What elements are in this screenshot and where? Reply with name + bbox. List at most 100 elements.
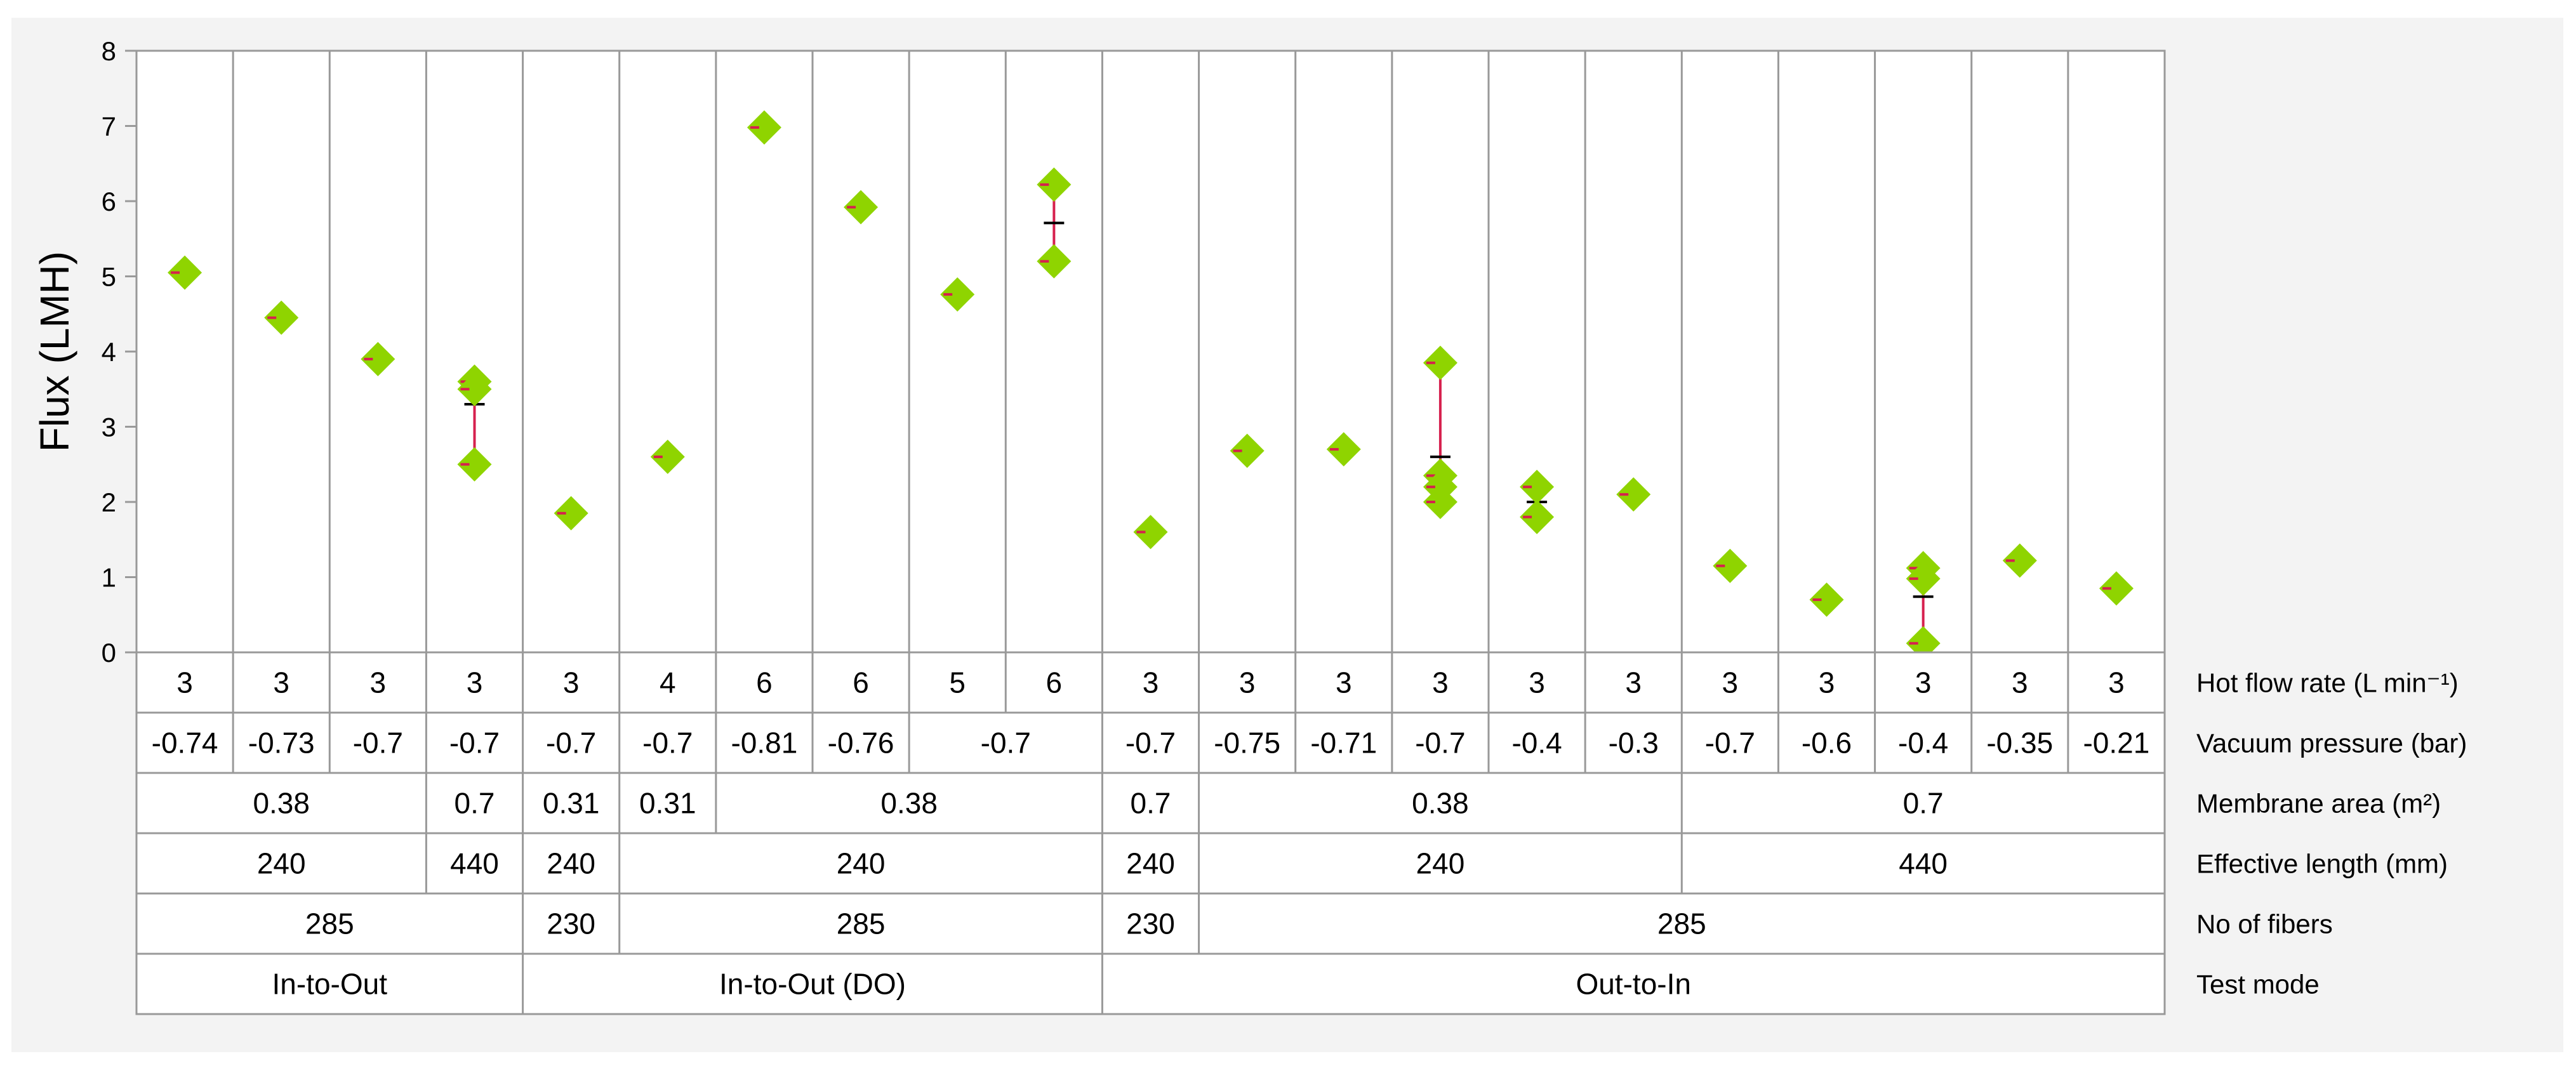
- data-point: [1616, 477, 1651, 512]
- factor-row: [135, 953, 2166, 1015]
- factor-cell-value: 3: [467, 666, 483, 699]
- y-tick-label: 6: [102, 187, 116, 216]
- factor-row: [135, 892, 2166, 955]
- factor-cell-value: -0.7: [449, 727, 500, 760]
- factor-cell-value: -0.4: [1511, 727, 1562, 760]
- y-tick-label: 2: [102, 487, 116, 517]
- factor-row-label: Effective length (mm): [2196, 849, 2448, 879]
- factor-cell-value: Out-to-In: [1576, 968, 1691, 1001]
- factor-row: [135, 772, 2166, 834]
- factor-cell-value: -0.7: [981, 727, 1031, 760]
- row-label-background: [2177, 775, 2457, 831]
- factor-cell-value: 230: [1126, 907, 1175, 940]
- factor-cell-value: In-to-Out: [272, 968, 388, 1001]
- factor-cell-value: In-to-Out (DO): [719, 968, 906, 1001]
- factor-row-label: No of fibers: [2196, 909, 2333, 939]
- factor-cell-value: 440: [1899, 847, 1948, 880]
- factor-cell-value: 6: [853, 666, 869, 699]
- data-point: [1809, 583, 1844, 617]
- factor-cell-value: 0.31: [543, 787, 600, 820]
- data-point: [1520, 470, 1555, 504]
- data-point: [1230, 433, 1265, 468]
- column-separators: [232, 51, 2069, 652]
- data-point: [1133, 515, 1168, 550]
- factor-row-labels: Hot flow rate (L min⁻¹) Vacuum pressure (…: [2177, 654, 2467, 1012]
- factor-cell-value: 6: [756, 666, 773, 699]
- factor-cell-value: 0.7: [1903, 787, 1944, 820]
- factor-cell-value: 285: [305, 907, 354, 940]
- row-label-background: [2177, 895, 2457, 952]
- factor-cell-value: -0.74: [152, 727, 218, 760]
- factor-cell-value: 3: [1915, 666, 1932, 699]
- factor-cell-value: -0.6: [1802, 727, 1852, 760]
- factor-cell-value: -0.75: [1214, 727, 1280, 760]
- factor-cell-value: 3: [1432, 666, 1449, 699]
- factor-cell-value: -0.4: [1898, 727, 1948, 760]
- factor-cell-value: 0.38: [1412, 787, 1469, 820]
- data-point: [554, 496, 588, 531]
- factor-cell-value: 3: [1625, 666, 1642, 699]
- factor-row: [135, 711, 2166, 774]
- factor-cell-value: 0.7: [1131, 787, 1171, 820]
- factor-cell-value: 230: [547, 907, 595, 940]
- factor-cell-value: 3: [2012, 666, 2028, 699]
- y-axis: 0 1 2 3 4 5 6 7 8: [102, 36, 136, 668]
- factor-cell-value: 3: [1239, 666, 1256, 699]
- factor-cell-value: 0.38: [880, 787, 938, 820]
- y-tick-label: 3: [102, 412, 116, 442]
- factor-cell-value: 3: [1336, 666, 1352, 699]
- factor-cell-value: 3: [1819, 666, 1835, 699]
- data-point: [2099, 571, 2134, 606]
- factor-row: [135, 832, 2166, 895]
- data-point: [1037, 244, 1072, 279]
- y-tick-label: 0: [102, 638, 116, 668]
- factor-row: [135, 651, 2166, 714]
- factor-row-label: Vacuum pressure (bar): [2196, 728, 2467, 758]
- data-point: [1423, 345, 1457, 380]
- factor-cell-value: 3: [273, 666, 289, 699]
- factor-cell-value: 3: [2108, 666, 2125, 699]
- y-tick-label: 4: [102, 337, 116, 367]
- data-point: [1326, 432, 1361, 467]
- factor-cell-value: 0.38: [253, 787, 310, 820]
- factor-cell-value: 3: [370, 666, 387, 699]
- factor-cell-value: -0.7: [642, 727, 693, 760]
- y-tick-label: 5: [102, 262, 116, 292]
- factor-cell-value: 3: [1529, 666, 1545, 699]
- factor-row-label: Hot flow rate (L min⁻¹): [2196, 668, 2459, 698]
- row-label-background: [2177, 956, 2457, 1012]
- factor-cell-value: 0.7: [455, 787, 495, 820]
- factor-cell-value: -0.7: [1415, 727, 1465, 760]
- factor-cell-value: 3: [176, 666, 193, 699]
- data-point: [2002, 543, 2037, 578]
- factor-cell-value: -0.81: [731, 727, 797, 760]
- factor-cell-value: 285: [837, 907, 886, 940]
- factor-cell-value: 240: [257, 847, 306, 880]
- factor-cell-value: -0.73: [248, 727, 315, 760]
- row-label-background: [2177, 835, 2457, 892]
- row-label-background: [2177, 715, 2457, 771]
- y-axis-label: Flux (LMH): [32, 251, 77, 452]
- factor-cell-value: -0.76: [828, 727, 894, 760]
- data-point: [1423, 485, 1457, 519]
- factor-cell-value: 440: [450, 847, 499, 880]
- factor-cell-value: 4: [660, 666, 676, 699]
- data-point: [168, 255, 202, 290]
- factor-cell-value: -0.7: [1125, 727, 1176, 760]
- factor-cell-value: 0.31: [639, 787, 696, 820]
- data-point: [1520, 499, 1555, 534]
- factor-cell-value: 3: [563, 666, 580, 699]
- row-label-background: [2177, 654, 2457, 711]
- y-tick-label: 8: [102, 36, 116, 66]
- data-point: [361, 341, 395, 376]
- data-point: [1906, 561, 1941, 596]
- factor-cell-value: -0.35: [1986, 727, 2053, 760]
- factor-cell-value: 5: [949, 666, 966, 699]
- data-point: [1713, 548, 1748, 583]
- factor-cell-value: -0.7: [1705, 727, 1755, 760]
- factor-table: 3 3 3 3 3 4 6 6 5 6 3 3 3 3 3 3 3 3 3 3 3 -0.74 -0.73 -0.7 -0.7 -…: [135, 651, 2166, 1015]
- factor-cell-value: 6: [1046, 666, 1063, 699]
- factor-cell-value: 240: [1416, 847, 1465, 880]
